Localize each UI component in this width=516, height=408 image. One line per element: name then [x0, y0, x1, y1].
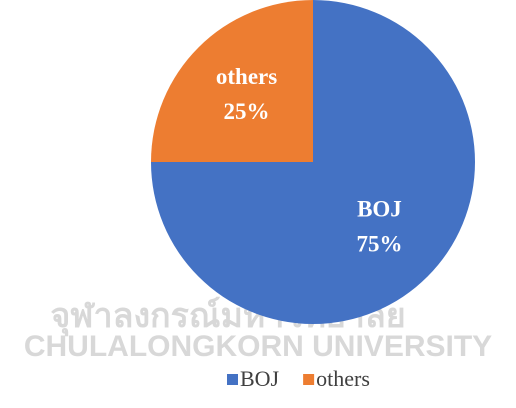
legend-label: BOJ [240, 366, 280, 391]
data-label-value: 75% [356, 232, 402, 257]
data-label-value: 25% [224, 99, 270, 124]
legend-swatch [303, 374, 315, 385]
legend-swatch [227, 374, 238, 385]
watermark-english: CHULALONGKORN UNIVERSITY [24, 330, 492, 363]
pie-slice [151, 0, 313, 162]
legend-label: others [316, 366, 370, 391]
data-label-name: others [216, 64, 277, 89]
data-label-name: BOJ [357, 197, 402, 222]
